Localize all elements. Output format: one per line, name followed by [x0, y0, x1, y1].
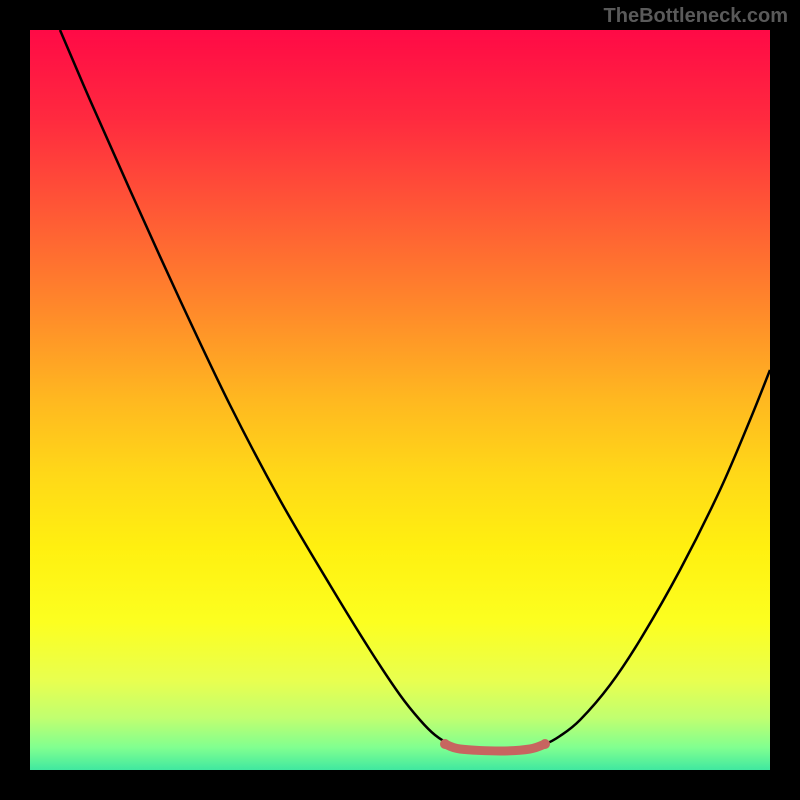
optimal-range-end-dot — [540, 739, 550, 749]
plot-background — [30, 30, 770, 770]
optimal-range-start-dot — [440, 739, 450, 749]
bottleneck-chart — [0, 0, 800, 800]
chart-container: TheBottleneck.com — [0, 0, 800, 800]
watermark-text: TheBottleneck.com — [604, 5, 788, 28]
